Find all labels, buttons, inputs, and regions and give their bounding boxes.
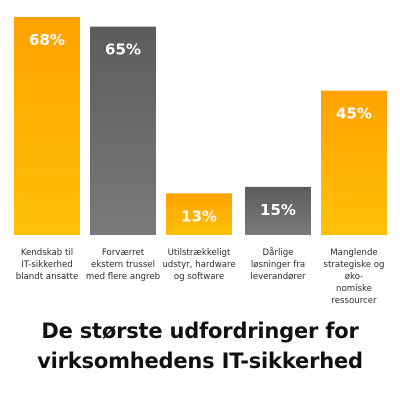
category-label-1-line-3: blandt ansatte — [15, 272, 79, 282]
category-label-4-line-1: Dårlige — [262, 248, 294, 258]
category-label-5-line-3: nomiske ressourcer — [331, 284, 377, 306]
category-label-5: Manglende strategiske og øko-nomiske ress… — [313, 247, 395, 307]
category-label-2-line-1: Forværret — [101, 248, 145, 258]
category-label-5-line-1: Manglende — [330, 248, 378, 258]
bar-1 — [14, 17, 80, 235]
category-label-1: Kendskab til IT-sikkerhed blandt ansatte — [6, 247, 88, 283]
category-label-4-line-2: løsninger fra — [250, 260, 306, 270]
chart-title-line-1: De største udfordringer for — [41, 319, 359, 343]
category-label-2-line-3: med flere angreb — [85, 272, 161, 282]
bar-chart-svg: 68% 65% 13% 15% 45% — [14, 17, 387, 236]
category-label-3-line-2: udstyr, hardware — [162, 260, 236, 270]
category-label-3-line-3: og software — [173, 272, 225, 282]
value-label-5: 45% — [336, 105, 372, 123]
bar-2 — [90, 26, 156, 236]
value-label-1: 68% — [29, 31, 65, 49]
value-label-2: 65% — [105, 41, 141, 59]
category-label-2-line-2: ekstern trussel — [91, 260, 155, 270]
category-label-4-line-3: leverandører — [250, 272, 306, 282]
bars-layer — [14, 17, 387, 236]
category-label-5-line-2: strategiske og øko- — [323, 260, 385, 282]
category-label-3-line-1: Utilstrækkeligt — [167, 248, 231, 258]
category-label-1-line-1: Kendskab til — [20, 248, 74, 258]
bar-3 — [166, 193, 232, 235]
bar-4 — [245, 186, 311, 235]
value-labels-layer: 68% 65% 13% 15% 45% — [29, 31, 372, 225]
chart-title: De største udfordringer for virksomheden… — [0, 316, 400, 376]
bar-chart: 68% 65% 13% 15% 45% — [14, 17, 387, 236]
category-label-2: Forværret ekstern trussel med flere angreb — [82, 247, 164, 283]
value-label-3: 13% — [181, 207, 217, 225]
category-label-4: Dårlige løsninger fra leverandører — [237, 247, 319, 283]
bar-5 — [321, 90, 387, 235]
chart-title-line-2: virksomhedens IT-sikkerhed — [37, 349, 363, 373]
value-label-4: 15% — [260, 201, 296, 219]
category-label-1-line-2: IT-sikkerhed — [21, 260, 73, 270]
category-label-3: Utilstrækkeligt udstyr, hardware og softwa… — [158, 247, 240, 283]
